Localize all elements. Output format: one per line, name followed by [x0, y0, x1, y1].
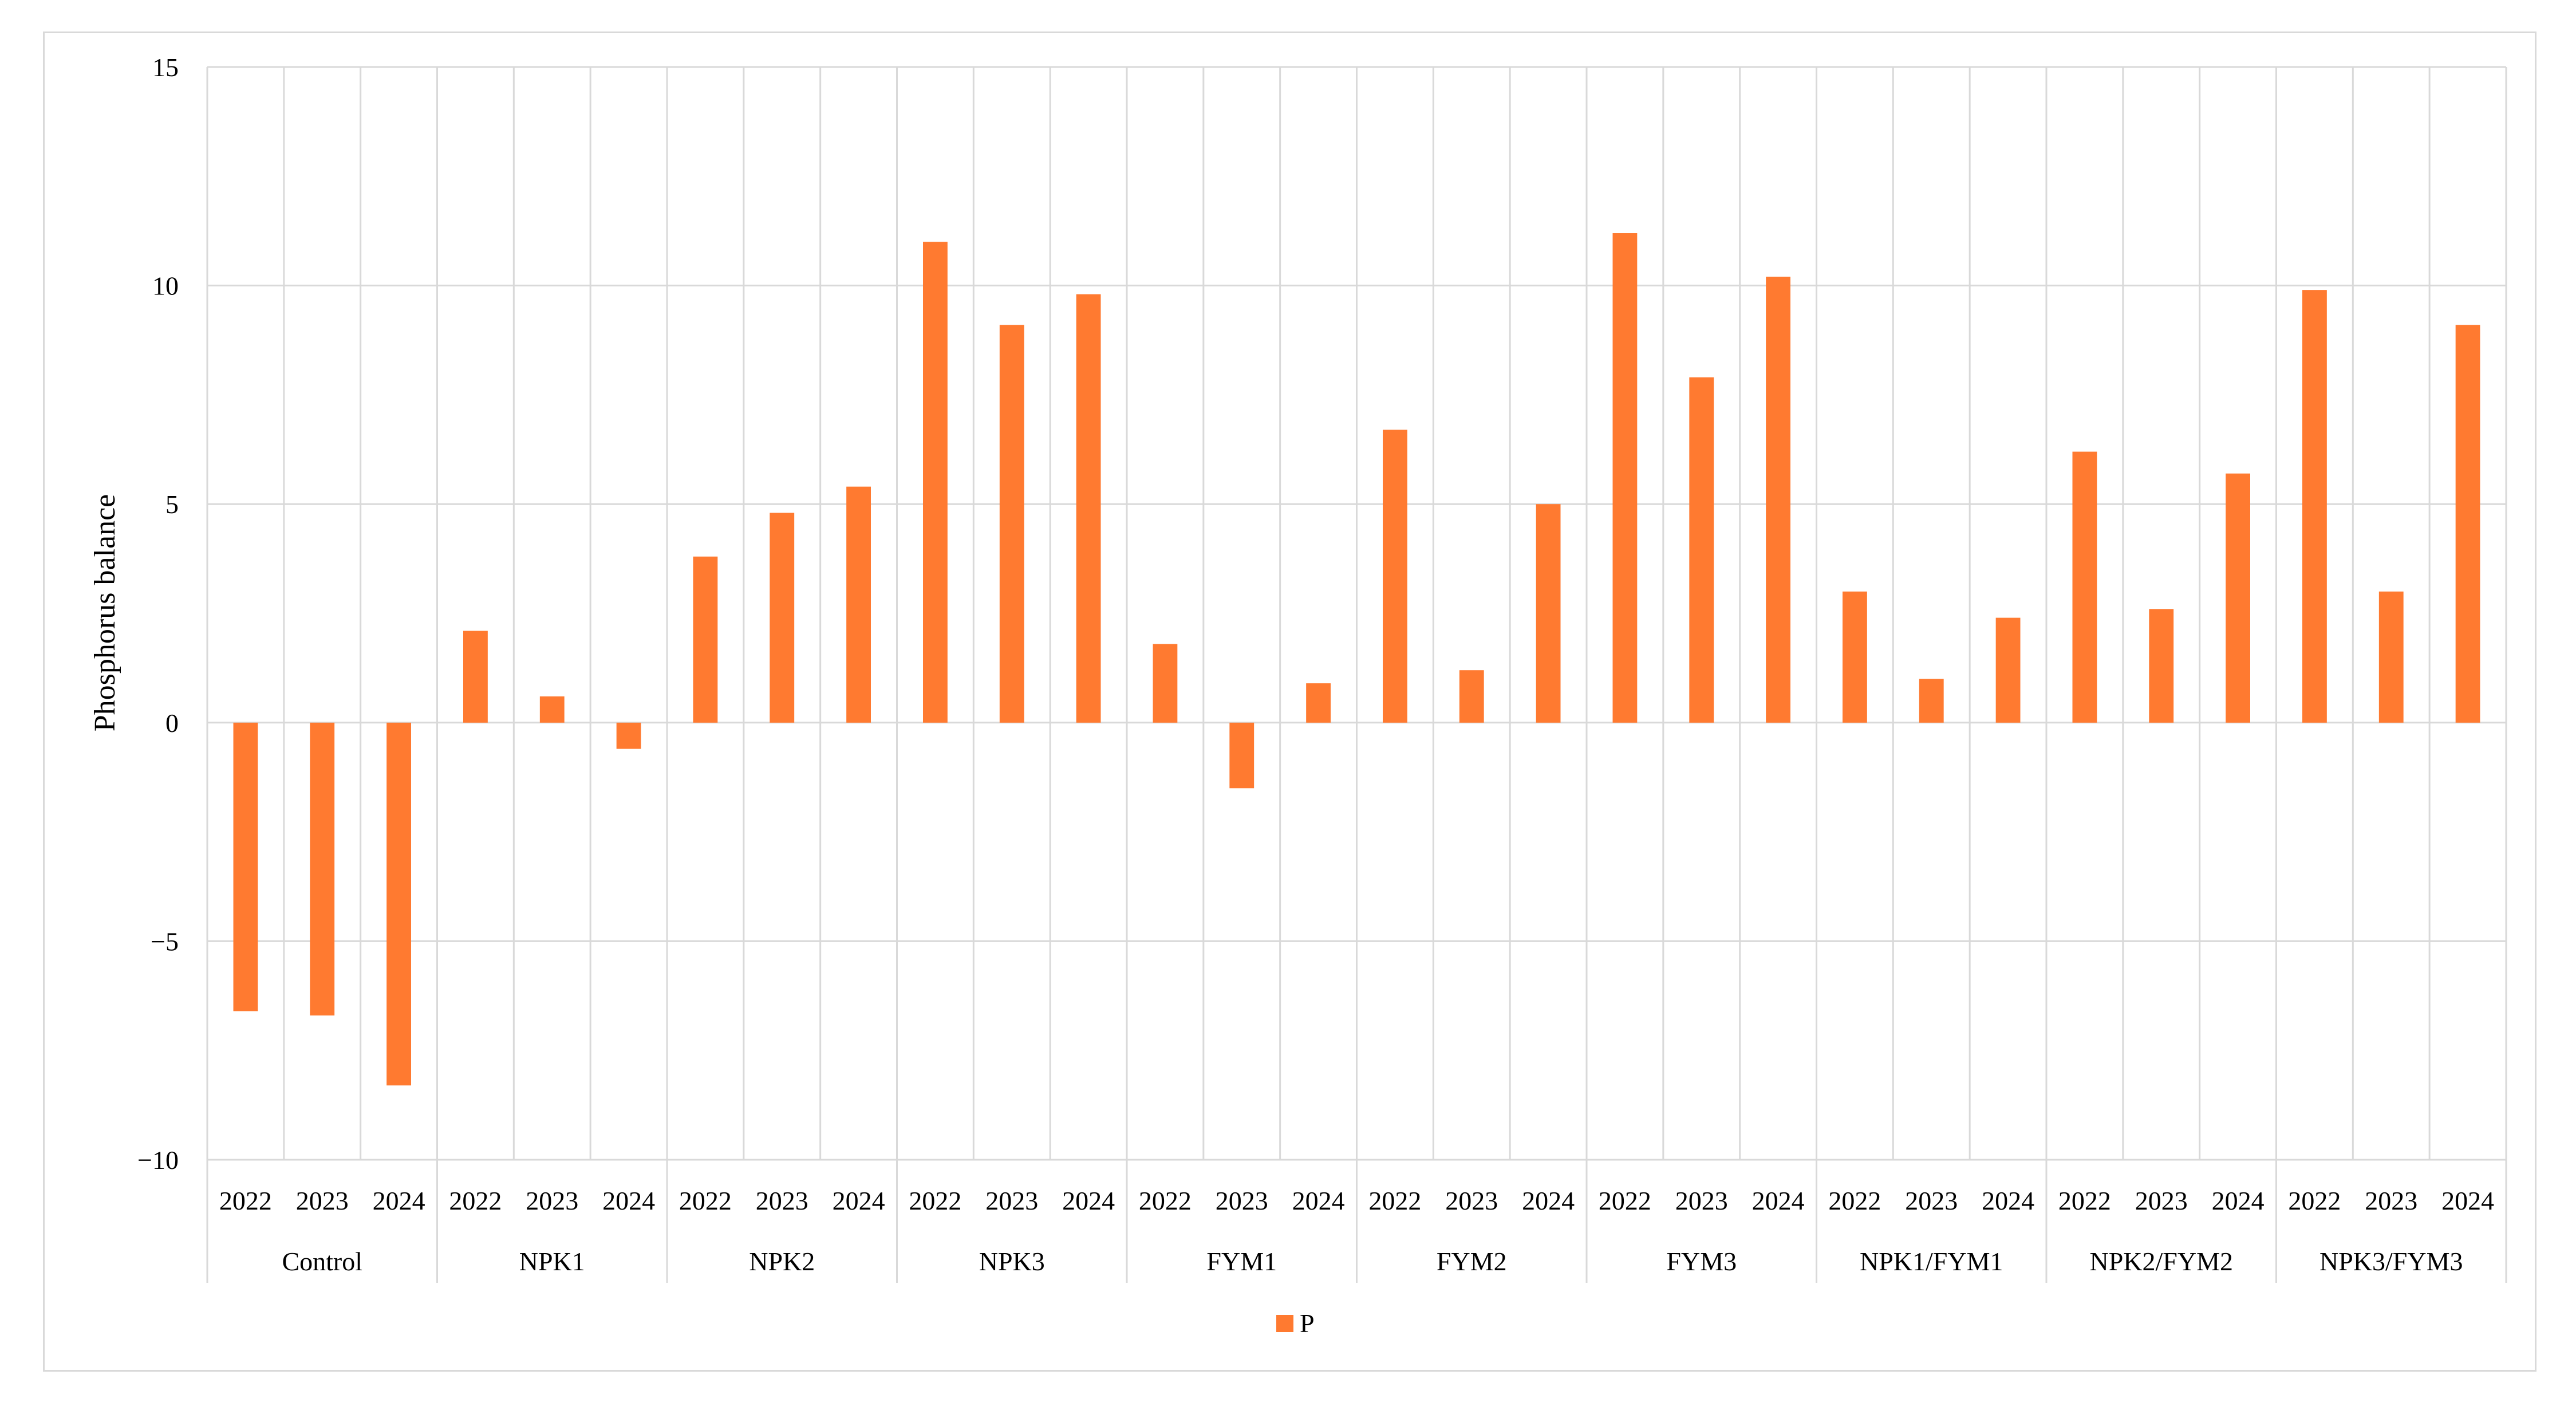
x-year-label: 2022 — [679, 1186, 732, 1215]
bar — [2455, 325, 2480, 723]
x-group-label: FYM1 — [1206, 1247, 1277, 1276]
bar — [1536, 504, 1561, 723]
bar — [1689, 377, 1714, 723]
bar — [1229, 722, 1255, 789]
bar — [2072, 451, 2097, 723]
x-year-label: 2024 — [1062, 1186, 1115, 1215]
x-year-label: 2022 — [219, 1186, 272, 1215]
x-year-label: 2024 — [602, 1186, 655, 1215]
x-year-label: 2022 — [449, 1186, 502, 1215]
bar — [1076, 294, 1101, 723]
bar — [999, 325, 1024, 723]
bar — [1766, 277, 1790, 723]
y-tick-label: 10 — [152, 271, 179, 301]
x-year-label: 2024 — [833, 1186, 885, 1215]
bar — [846, 486, 871, 723]
bar — [923, 242, 948, 723]
x-year-label: 2023 — [1445, 1186, 1498, 1215]
x-group-label: FYM3 — [1666, 1247, 1737, 1276]
x-year-label: 2024 — [2441, 1186, 2494, 1215]
bar — [463, 631, 488, 723]
x-year-label: 2022 — [1599, 1186, 1651, 1215]
x-group-label: NPK3/FYM3 — [2319, 1247, 2463, 1276]
x-year-label: 2024 — [1522, 1186, 1575, 1215]
bar — [770, 513, 795, 723]
x-group-label: NPK1/FYM1 — [1860, 1247, 2003, 1276]
y-tick-label: 5 — [165, 490, 179, 519]
bar — [616, 722, 641, 749]
x-year-label: 2023 — [1216, 1186, 1268, 1215]
bar — [539, 696, 565, 723]
x-year-label: 2022 — [909, 1186, 961, 1215]
legend-label-p: P — [1300, 1309, 1315, 1338]
bar — [1306, 683, 1331, 723]
x-year-label: 2023 — [2365, 1186, 2417, 1215]
x-year-label: 2022 — [2288, 1186, 2341, 1215]
legend: P — [1276, 1309, 1315, 1338]
x-year-label: 2023 — [1905, 1186, 1958, 1215]
x-year-label: 2022 — [1139, 1186, 1192, 1215]
x-group-label: Control — [282, 1247, 362, 1276]
x-axis-categories: 2022 2023 2024 Control 2022 2023 2024 NPK1 2022 2… — [219, 1186, 2494, 1276]
bar — [2149, 609, 2174, 723]
bar — [1919, 679, 1944, 723]
x-year-label: 2023 — [985, 1186, 1038, 1215]
x-year-label: 2023 — [1675, 1186, 1728, 1215]
bar — [2302, 290, 2327, 723]
legend-swatch — [1276, 1315, 1293, 1332]
bar — [1612, 233, 1638, 723]
y-axis-ticks: −10 −5 0 5 10 15 — [137, 53, 179, 1175]
grid-lines — [206, 66, 2507, 1283]
bars — [233, 233, 2480, 1086]
x-year-label: 2023 — [756, 1186, 808, 1215]
bar — [693, 556, 718, 723]
bar — [1383, 430, 1407, 723]
bar — [2226, 473, 2250, 723]
x-year-label: 2024 — [1292, 1186, 1345, 1215]
bar — [310, 722, 335, 1016]
bar — [2378, 591, 2404, 723]
x-year-label: 2022 — [1828, 1186, 1881, 1215]
chart-frame — [43, 31, 2536, 1372]
bar — [1153, 644, 1178, 723]
y-tick-label: −5 — [151, 927, 179, 956]
y-tick-label: 0 — [165, 708, 179, 738]
x-year-label: 2023 — [296, 1186, 349, 1215]
x-group-label: NPK1 — [519, 1247, 585, 1276]
y-tick-label: −10 — [137, 1145, 179, 1175]
y-tick-label: 15 — [152, 53, 179, 82]
x-year-label: 2024 — [2212, 1186, 2265, 1215]
bar — [1459, 670, 1484, 723]
x-year-label: 2024 — [1752, 1186, 1805, 1215]
bar — [233, 722, 258, 1011]
bar — [1843, 591, 1867, 723]
bar — [386, 722, 411, 1086]
x-group-label: FYM2 — [1437, 1247, 1507, 1276]
x-group-label: NPK2/FYM2 — [2089, 1247, 2233, 1276]
bar — [1995, 617, 2021, 723]
x-year-label: 2024 — [373, 1186, 425, 1215]
y-axis-title: Phosphorus balance — [89, 494, 121, 731]
x-year-label: 2023 — [526, 1186, 578, 1215]
x-year-label: 2023 — [2135, 1186, 2188, 1215]
x-year-label: 2022 — [1368, 1186, 1421, 1215]
x-group-label: NPK2 — [749, 1247, 815, 1276]
x-year-label: 2022 — [2058, 1186, 2111, 1215]
x-year-label: 2024 — [1982, 1186, 2034, 1215]
x-group-label: NPK3 — [979, 1247, 1045, 1276]
